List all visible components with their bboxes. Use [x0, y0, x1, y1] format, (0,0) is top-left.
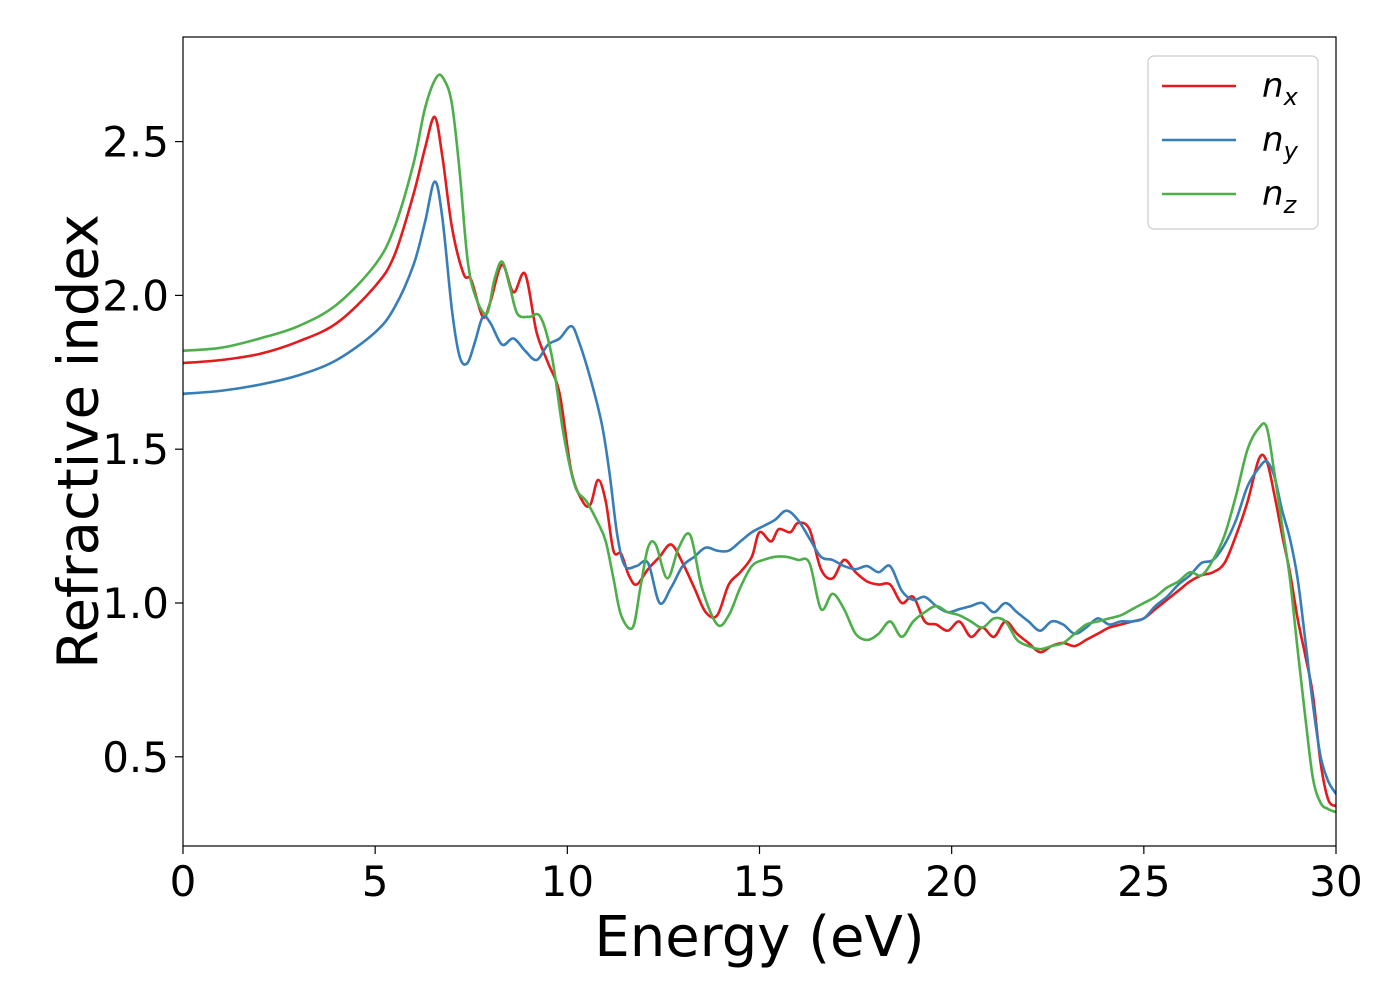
- series-line-y: [183, 180, 1336, 796]
- series-layer: [183, 73, 1336, 814]
- x-tick-label: 15: [733, 857, 786, 906]
- legend-label-z: nz: [1262, 174, 1298, 219]
- x-tick-label: 10: [541, 857, 594, 906]
- y-axis-ticks: 0.5 1.0 1.5 2.0 2.5: [102, 118, 183, 782]
- legend-box: [1147, 55, 1319, 230]
- x-tick-label: 20: [925, 857, 978, 906]
- y-tick-label: 2.0: [102, 271, 169, 320]
- legend-items: nx ny nz: [1162, 66, 1299, 219]
- x-tick-label: 25: [1117, 857, 1170, 906]
- series-line-x: [183, 115, 1336, 808]
- series-line-z: [183, 73, 1336, 814]
- legend-label-x: nx: [1262, 66, 1299, 111]
- y-tick-label: 2.5: [102, 118, 169, 167]
- x-axis-ticks: 0 5 10 15 20 25 30: [170, 846, 1363, 906]
- legend: nx ny nz: [1147, 55, 1319, 230]
- x-axis-title: Energy (eV): [594, 905, 924, 970]
- y-axis-title: Refractive index: [47, 214, 112, 669]
- y-tick-label: 1.5: [102, 425, 169, 474]
- y-tick-label: 1.0: [102, 579, 169, 628]
- legend-label-y: ny: [1262, 120, 1299, 165]
- x-tick-label: 0: [170, 857, 197, 906]
- x-tick-label: 5: [362, 857, 389, 906]
- y-tick-label: 0.5: [102, 733, 169, 782]
- x-tick-label: 30: [1309, 857, 1362, 906]
